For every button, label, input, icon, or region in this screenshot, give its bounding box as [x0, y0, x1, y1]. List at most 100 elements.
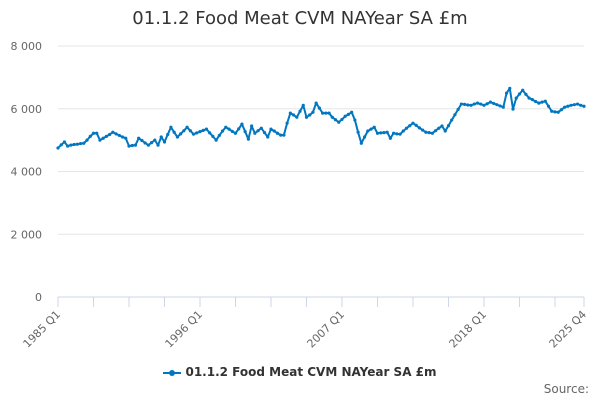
data-point	[149, 141, 154, 145]
data-point	[198, 130, 202, 134]
data-point	[346, 112, 351, 116]
data-point	[120, 135, 125, 139]
data-point	[385, 130, 389, 134]
data-point	[156, 143, 160, 147]
data-point	[285, 121, 289, 125]
data-point	[437, 126, 441, 130]
data-point	[185, 125, 189, 129]
data-point	[282, 133, 286, 137]
y-tick-label: 8 000	[11, 40, 43, 53]
data-point	[433, 129, 438, 133]
data-point	[317, 106, 321, 110]
data-point	[275, 131, 280, 135]
data-point	[501, 105, 505, 109]
y-tick-label: 6 000	[11, 103, 43, 116]
data-point	[220, 129, 225, 133]
data-point	[414, 123, 418, 127]
source-label: Source:	[543, 382, 589, 396]
data-point	[240, 122, 244, 126]
data-point	[108, 132, 112, 137]
data-point	[304, 115, 309, 119]
data-point	[291, 113, 296, 117]
legend-label: 01.1.2 Food Meat CVM NAYear SA £m	[185, 365, 437, 379]
data-point	[91, 131, 96, 135]
data-point	[543, 99, 547, 103]
data-point	[66, 144, 70, 148]
data-point	[95, 131, 99, 135]
data-point	[372, 125, 376, 129]
data-point	[440, 124, 444, 128]
data-point	[430, 131, 434, 135]
data-point	[237, 127, 241, 131]
data-point	[211, 134, 215, 138]
data-point	[475, 101, 480, 105]
data-point	[521, 88, 525, 92]
data-point	[395, 132, 399, 136]
data-point	[256, 129, 260, 133]
data-point	[288, 111, 292, 115]
data-point	[130, 143, 134, 148]
data-point	[563, 105, 567, 109]
data-point	[375, 131, 380, 135]
x-tick-label: 2007 Q1	[305, 308, 348, 351]
data-point	[324, 111, 328, 115]
data-point	[243, 130, 247, 134]
data-point	[298, 109, 302, 113]
data-point	[559, 108, 564, 112]
data-point	[78, 141, 83, 146]
data-point	[517, 92, 522, 96]
data-point	[353, 118, 357, 122]
data-point	[443, 129, 447, 133]
data-point	[330, 115, 334, 119]
data-point	[417, 126, 422, 130]
data-point	[227, 127, 231, 131]
data-point	[459, 102, 463, 106]
data-point	[279, 133, 283, 137]
data-point	[388, 136, 392, 140]
data-point	[137, 136, 141, 140]
data-point	[182, 129, 186, 133]
data-point	[356, 130, 360, 134]
data-point	[408, 124, 412, 128]
data-point	[582, 104, 586, 108]
y-tick-label: 2 000	[11, 228, 43, 241]
data-point	[485, 102, 489, 106]
data-point	[146, 143, 150, 147]
y-tick-label: 0	[35, 291, 42, 304]
data-point	[153, 138, 157, 142]
data-point	[504, 91, 509, 95]
data-point	[233, 131, 238, 135]
data-point	[114, 132, 118, 136]
data-point	[124, 136, 128, 140]
data-point	[269, 127, 273, 131]
data-point	[466, 103, 470, 107]
data-point	[321, 111, 325, 115]
data-point	[314, 101, 318, 105]
data-point	[527, 96, 531, 100]
data-point	[359, 141, 363, 145]
data-point	[566, 104, 570, 108]
data-point	[172, 130, 176, 134]
data-point	[259, 126, 263, 130]
legend-swatch	[163, 369, 182, 376]
data-point	[421, 128, 425, 132]
data-point	[550, 109, 554, 113]
data-point	[556, 110, 560, 114]
data-point	[214, 138, 218, 142]
series-line	[57, 87, 585, 149]
x-tick-label: 1996 Q1	[163, 308, 206, 351]
x-tick-label: 2018 Q1	[447, 308, 490, 351]
data-point	[75, 142, 79, 146]
data-point	[382, 130, 386, 135]
data-point	[333, 118, 338, 122]
data-point	[246, 137, 250, 141]
data-point	[195, 131, 199, 135]
data-point	[450, 118, 454, 122]
data-point	[272, 129, 276, 133]
data-point	[262, 130, 267, 135]
legend[interactable]: 01.1.2 Food Meat CVM NAYear SA £m	[0, 365, 600, 379]
data-point	[191, 132, 196, 136]
data-point	[411, 121, 415, 125]
data-point	[62, 140, 67, 144]
data-point	[482, 103, 486, 107]
